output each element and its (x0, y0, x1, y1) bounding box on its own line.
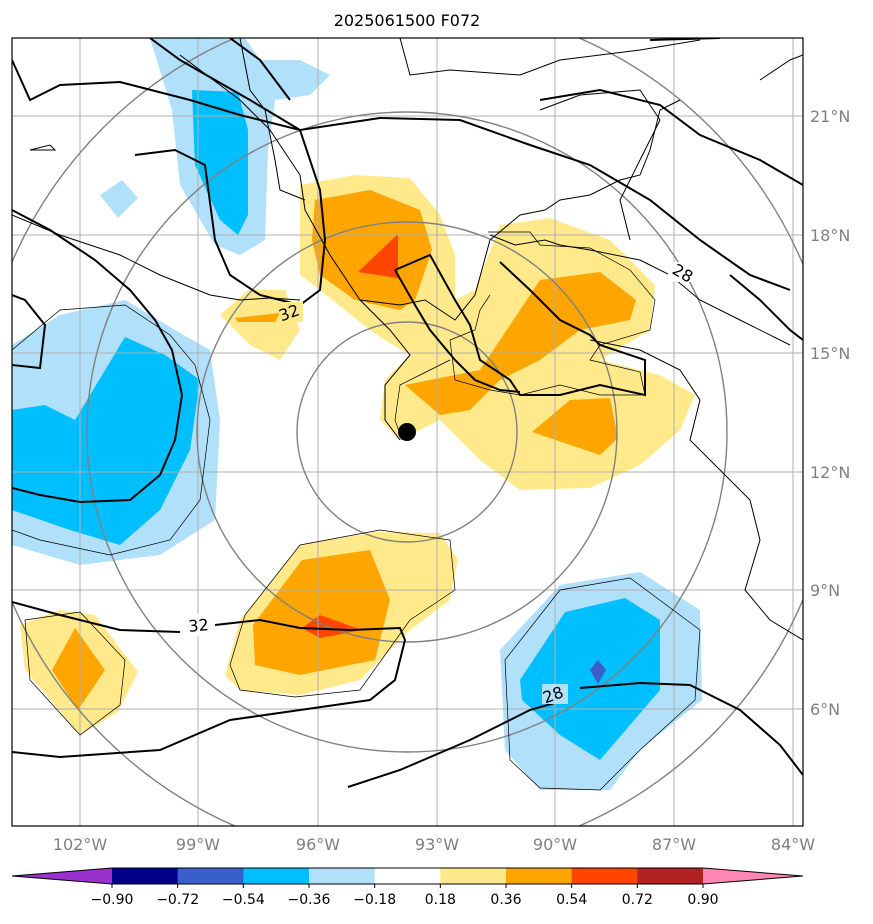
colorbar: −0.90 −0.72 −0.54 −0.36 −0.18 0.18 0.36 0.54 0.7… (11, 867, 804, 908)
x-tick-label: 93°W (415, 835, 459, 854)
colorbar-tick-label: −0.36 (288, 892, 331, 908)
x-tick-label: 90°W (533, 835, 577, 854)
colorbar-segment (309, 868, 376, 884)
anomaly-region-west-core (12, 337, 200, 545)
anomaly-region-central-south (532, 398, 618, 455)
contour-label-32-south: 32 (188, 615, 210, 636)
anomaly-region-southeast-peak (590, 660, 606, 684)
x-tick-label: 84°W (771, 835, 815, 854)
colorbar-tick-label: 0.90 (687, 892, 718, 908)
anomaly-region-central-band (405, 272, 636, 415)
anomaly-region-central-peak (358, 234, 398, 278)
center-marker (398, 423, 416, 441)
x-tick-label: 102°W (53, 835, 108, 854)
colorbar-segment (506, 868, 573, 884)
colorbar-tick-label: 0.18 (425, 892, 456, 908)
colorbar-tick-label: −0.72 (156, 892, 199, 908)
colorbar-segment (374, 868, 441, 884)
colorbar-tick-label: 0.36 (490, 892, 521, 908)
thin-contours (12, 231, 701, 791)
anomaly-region-south-peak (302, 615, 362, 638)
colorbar-tick-label: −0.90 (91, 892, 134, 908)
range-rings (12, 38, 803, 826)
y-tick-label: 15°N (810, 344, 850, 363)
y-tick-label: 21°N (810, 107, 850, 126)
colorbar-segment (112, 868, 179, 884)
x-tick-label: 99°W (176, 835, 220, 854)
colorbar-tick-label: −0.54 (222, 892, 265, 908)
graticule (12, 38, 803, 826)
x-tick-label: 87°W (652, 835, 696, 854)
contour-labels: 32 28 32 28 (186, 260, 696, 707)
anomaly-region-north-core (192, 90, 248, 235)
colorbar-segment (637, 868, 704, 884)
coastlines (12, 38, 803, 641)
anomaly-region-westedge-core (235, 313, 280, 322)
y-tick-label: 18°N (810, 226, 850, 245)
colorbar-tick-label: 0.72 (622, 892, 653, 908)
positive-anomaly-fields (20, 175, 695, 735)
colorbar-segment (177, 868, 244, 884)
map-area: 32 28 32 28 (12, 38, 803, 826)
x-tick-labels: 102°W 99°W 96°W 93°W 90°W 87°W 84°W (53, 835, 815, 854)
colorbar-tick-label: 0.54 (556, 892, 587, 908)
colorbar-tick-label: −0.18 (353, 892, 396, 908)
anomaly-region-central-core (312, 190, 432, 310)
colorbar-segment (440, 868, 507, 884)
colorbar-extension-min (12, 868, 112, 884)
y-tick-labels: 21°N 18°N 15°N 12°N 9°N 6°N (810, 107, 850, 719)
colorbar-extension-max (703, 868, 803, 884)
anomaly-region-south-core (253, 550, 390, 675)
map-frame (11, 37, 804, 827)
y-tick-label: 6°N (810, 700, 840, 719)
y-tick-label: 9°N (810, 581, 840, 600)
anomaly-region-southwest-core (52, 628, 105, 710)
y-tick-label: 12°N (810, 463, 850, 482)
thick-contours (12, 38, 803, 788)
colorbar-segment (571, 868, 638, 884)
anomaly-region-small (100, 180, 138, 218)
x-tick-label: 96°W (296, 835, 340, 854)
chart-title: 2025061500 F072 (334, 11, 481, 30)
colorbar-segment (243, 868, 310, 884)
